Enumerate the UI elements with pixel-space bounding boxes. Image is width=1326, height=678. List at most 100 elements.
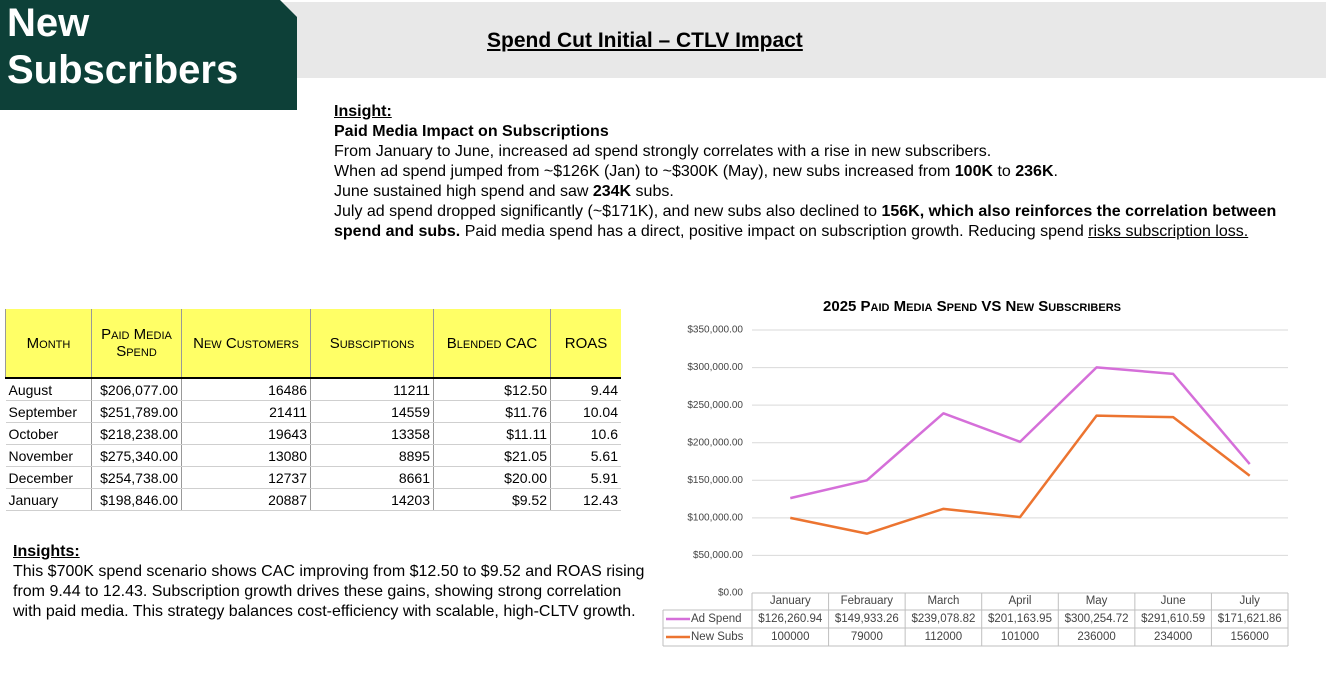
insights-text: This $700K spend scenario shows CAC impr… xyxy=(13,563,645,620)
column-header: ROAS xyxy=(550,309,621,379)
table-cell: $275,340.00 xyxy=(91,444,182,467)
table-cell: 5.91 xyxy=(550,466,621,489)
table-cell: $11.11 xyxy=(433,422,551,445)
table-cell: 13358 xyxy=(310,422,434,445)
y-tick-label: $350,000.00 xyxy=(687,325,743,336)
text-run: to xyxy=(993,163,1016,180)
legend-label: Ad Spend xyxy=(691,613,742,625)
table-cell: $11.76 xyxy=(433,400,551,423)
table-cell: 14203 xyxy=(310,488,434,511)
table-cell: January xyxy=(5,488,92,511)
table-cell: 19643 xyxy=(181,422,311,445)
insight-label: Insight: xyxy=(334,103,392,120)
legend-label: New Subs xyxy=(691,631,744,643)
x-tick-label: July xyxy=(1239,595,1260,607)
text-run: Paid media spend has a direct, positive … xyxy=(460,223,1089,240)
column-header: Month xyxy=(5,309,92,379)
table-row: October $218,238.00 19643 13358 $11.11 10.6 xyxy=(5,422,621,445)
text-run: When ad spend jumped from ~$126K (Jan) t… xyxy=(334,163,955,180)
table-cell: $20.00 xyxy=(433,466,551,489)
data-label: $149,933.26 xyxy=(835,613,899,625)
table-cell: September xyxy=(5,400,92,423)
table-cell: 12737 xyxy=(181,466,311,489)
table-cell: 13080 xyxy=(181,444,311,467)
series-line xyxy=(790,414,1251,535)
text-run: risks subscription loss. xyxy=(1088,223,1249,240)
table-cell: October xyxy=(5,422,92,445)
insight-heading: Paid Media Impact on Subscriptions xyxy=(334,123,609,140)
table-cell: 11211 xyxy=(310,378,434,401)
table-cell: $251,789.00 xyxy=(91,400,182,423)
table-row: November $275,340.00 13080 8895 $21.05 5.61 xyxy=(5,444,621,467)
table-cell: $218,238.00 xyxy=(91,422,182,445)
column-header: Subsciptions xyxy=(310,309,434,379)
slide-title: Spend Cut Initial – CTLV Impact xyxy=(487,29,803,52)
x-tick-label: January xyxy=(770,595,811,607)
y-tick-label: $300,000.00 xyxy=(687,362,743,373)
text-run: 156K, which also reinforces the correlat… xyxy=(334,203,1277,240)
table-cell: $254,738.00 xyxy=(91,466,182,489)
table-cell: $9.52 xyxy=(433,488,551,511)
table-row: January $198,846.00 20887 14203 $9.52 12.43 xyxy=(5,488,621,511)
text-run: 100K xyxy=(954,163,994,180)
table-cell: 10.6 xyxy=(550,422,621,445)
text-run: June sustained high spend and saw xyxy=(334,183,593,200)
y-tick-label: $0.00 xyxy=(718,588,743,599)
insights-label: Insights: xyxy=(13,543,80,560)
x-tick-label: June xyxy=(1161,595,1186,607)
data-label: $201,163.95 xyxy=(988,613,1052,625)
data-label: 100000 xyxy=(771,631,809,643)
data-label: $291,610.59 xyxy=(1141,613,1205,625)
data-label: 112000 xyxy=(925,631,963,643)
x-tick-label: May xyxy=(1086,595,1108,607)
y-tick-label: $100,000.00 xyxy=(687,512,743,523)
section-label: New Subscribers xyxy=(0,0,297,110)
table-cell: $12.50 xyxy=(433,378,551,401)
column-header: New Customers xyxy=(181,309,311,379)
insights-block: Insights: This $700K spend scenario show… xyxy=(13,542,653,622)
table-cell: 14559 xyxy=(310,400,434,423)
table-cell: 21411 xyxy=(181,400,311,423)
table-cell: 5.61 xyxy=(550,444,621,467)
table-cell: $21.05 xyxy=(433,444,551,467)
text-run: . xyxy=(1053,163,1058,180)
table-cell: 8895 xyxy=(310,444,434,467)
data-label: $171,621.86 xyxy=(1218,613,1282,625)
data-table: Month Paid Media Spend New Customers Subsci… xyxy=(5,309,621,511)
data-label: $239,078.82 xyxy=(911,613,975,625)
table-cell: $206,077.00 xyxy=(91,378,182,401)
insight-block: Insight: Paid Media Impact on Subscripti… xyxy=(334,102,1304,242)
column-header: Blended CAC xyxy=(433,309,551,379)
data-label: $126,260.94 xyxy=(758,613,823,625)
x-tick-label: Febrauary xyxy=(841,595,894,607)
text-run: 234K xyxy=(592,183,632,200)
column-header: Paid Media Spend xyxy=(91,309,182,379)
data-label: 79000 xyxy=(851,631,883,643)
data-label: $300,254.72 xyxy=(1065,613,1129,625)
text-run: From January to June, increased ad spend… xyxy=(334,143,992,160)
x-tick-label: March xyxy=(927,595,959,607)
y-tick-label: $250,000.00 xyxy=(687,400,743,411)
data-label: 234000 xyxy=(1154,631,1192,643)
text-run: July ad spend dropped significantly (~$1… xyxy=(334,203,882,220)
y-tick-label: $150,000.00 xyxy=(687,475,743,486)
table-cell: December xyxy=(5,466,92,489)
x-tick-label: April xyxy=(1008,595,1031,607)
table-cell: 8661 xyxy=(310,466,434,489)
table-cell: 9.44 xyxy=(550,378,621,401)
table-cell: 16486 xyxy=(181,378,311,401)
table-row: September $251,789.00 21411 14559 $11.76 10.0… xyxy=(5,400,621,423)
table-cell: 12.43 xyxy=(550,488,621,511)
table-cell: November xyxy=(5,444,92,467)
data-label: 156000 xyxy=(1231,631,1269,643)
chart-title: 2025 Paid Media Spend VS New Subscribers xyxy=(823,298,1121,315)
text-run: subs. xyxy=(631,183,674,200)
table-row: December $254,738.00 12737 8661 $20.00 5.91 xyxy=(5,466,621,489)
table-cell: 10.04 xyxy=(550,400,621,423)
table-cell: August xyxy=(5,378,92,401)
table-row: August $206,077.00 16486 11211 $12.50 9.44 xyxy=(5,378,621,401)
data-label: 236000 xyxy=(1077,631,1115,643)
y-tick-label: $50,000.00 xyxy=(693,550,743,561)
